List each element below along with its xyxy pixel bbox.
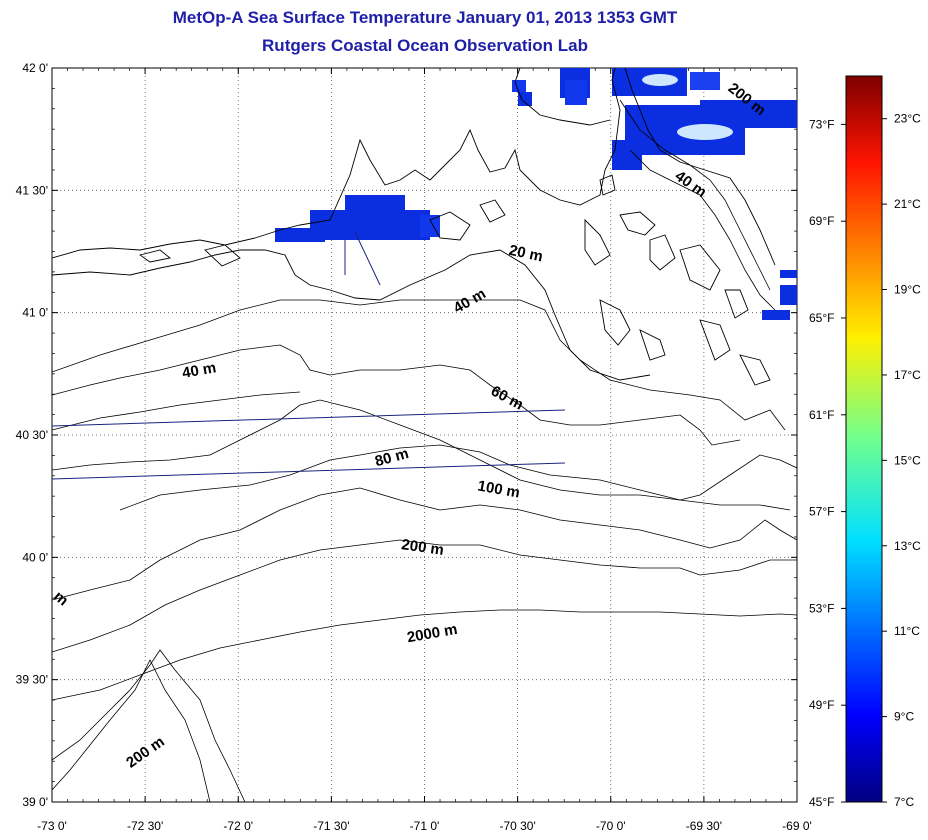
map-title: MetOp-A Sea Surface Temperature January … [172, 8, 678, 27]
lon-label: -71 30' [313, 819, 349, 833]
lon-label: -70 30' [499, 819, 535, 833]
lat-label: 40 30' [16, 428, 48, 442]
colorbar-fahrenheit-label: 65°F [809, 311, 834, 325]
colorbar-celsius-label: 21°C [894, 197, 921, 211]
colorbar-fahrenheit-label: 61°F [809, 408, 834, 422]
depth-label: 200 m [400, 536, 444, 559]
colorbar-celsius-label: 9°C [894, 710, 914, 724]
colorbar-fahrenheit-label: 49°F [809, 698, 834, 712]
lat-label: 39 30' [16, 673, 48, 687]
colorbar-celsius-label: 17°C [894, 368, 921, 382]
lat-label: 40 0' [22, 550, 48, 564]
colorbar-celsius-label: 15°C [894, 453, 921, 467]
bathymetry-contours [52, 99, 797, 802]
colorbar-celsius-label: 19°C [894, 283, 921, 297]
lat-label: 42 0' [22, 61, 48, 75]
lon-label: -69 30' [686, 819, 722, 833]
lon-label: -72 0' [223, 819, 253, 833]
colorbar-celsius-label: 23°C [894, 112, 921, 126]
depth-label: 20 m [507, 242, 544, 266]
lon-label: -69 0' [782, 819, 812, 833]
colorbar-celsius-label: 11°C [894, 624, 920, 638]
lon-label: -71 0' [410, 819, 440, 833]
colorbar [845, 75, 883, 803]
colorbar-fahrenheit-label: 69°F [809, 214, 834, 228]
graticule [51, 67, 798, 803]
axis-labels: 42 0' 41 30' 41 0' 40 30' 40 0' 39 30' 39 0' -7… [16, 61, 812, 833]
map-subtitle: Rutgers Coastal Ocean Observation Lab [262, 36, 588, 55]
depth-label: 40 m [181, 359, 218, 382]
coastline [52, 68, 776, 386]
sst-patches [275, 68, 797, 320]
colorbar-labels: 23°C 21°C 19°C 17°C 15°C 13°C 11°C 9°C 7°C 73°F 69… [809, 112, 921, 809]
lat-label: 41 30' [16, 183, 48, 197]
lon-label: -72 30' [127, 819, 163, 833]
colorbar-fahrenheit-label: 57°F [809, 505, 834, 519]
lon-label: -70 0' [596, 819, 626, 833]
satellite-tracks [52, 231, 566, 480]
colorbar-celsius-label: 7°C [894, 795, 914, 809]
colorbar-fahrenheit-label: 73°F [809, 117, 834, 131]
lat-label: 39 0' [22, 795, 48, 809]
lat-label: 41 0' [22, 306, 48, 320]
colorbar-fahrenheit-label: 53°F [809, 601, 834, 615]
colorbar-fahrenheit-label: 45°F [809, 795, 834, 809]
colorbar-celsius-label: 13°C [894, 539, 921, 553]
lon-label: -73 0' [37, 819, 67, 833]
